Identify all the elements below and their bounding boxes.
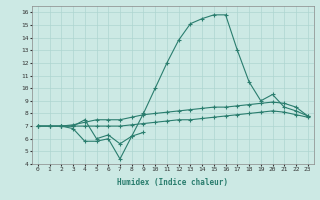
X-axis label: Humidex (Indice chaleur): Humidex (Indice chaleur) (117, 178, 228, 187)
